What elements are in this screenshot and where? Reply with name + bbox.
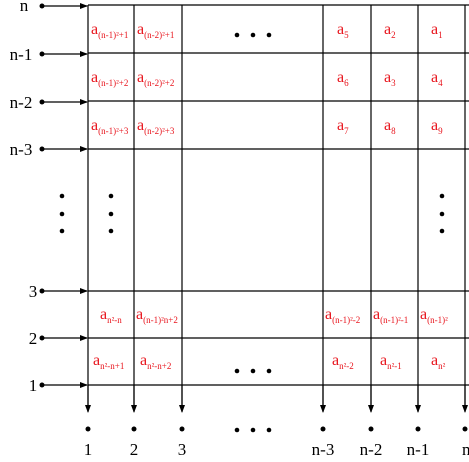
ellipsis-dot [266,427,272,433]
matrix-cell: a(n-2)²+3 [137,117,175,136]
ellipsis-dot [59,193,65,199]
column-label: 3 [178,440,187,459]
column-dot [320,426,326,432]
matrix-cell: an² [431,352,446,371]
matrix-cell: a(n-1)²-1 [373,306,408,325]
column-label: n-3 [312,440,335,459]
row-arrow-dots [39,3,45,388]
column-dot [368,426,374,432]
ellipsis-dots [59,32,445,433]
ellipsis-dot [439,228,445,234]
row-dot [39,382,45,388]
row-labels: n n-1 n-2 n-3 3 2 1 [10,0,38,395]
column-label: 1 [84,440,93,459]
ellipsis-dot [108,228,114,234]
matrix-cell: a6 [337,69,349,88]
grid [87,4,469,405]
matrix-cell: an²-n+2 [140,352,171,371]
matrix-cell: a(n-1)² [420,306,448,325]
ellipsis-dot [266,368,272,374]
ellipsis-dot [234,32,240,38]
matrix-cell: a5 [337,21,349,40]
column-label: 2 [130,440,139,459]
matrix-cell: a(n-1)²+3 [91,117,129,136]
row-label: 2 [29,329,38,348]
top-cells: a(n-1)²+1 a(n-2)²+1 a5 a2 a1 a(n-1)²+2 a… [91,21,443,136]
matrix-cell: a(n-1)²-2 [325,306,360,325]
matrix-cell: a4 [431,69,443,88]
matrix-cell: an²-1 [380,352,402,371]
ellipsis-dot [234,368,240,374]
ellipsis-dot [108,193,114,199]
matrix-cell: a7 [337,117,349,136]
ellipsis-dot [250,32,256,38]
matrix-cell: an²-n+1 [93,352,124,371]
column-dot [462,426,468,432]
matrix-cell: a1 [431,21,443,40]
matrix-cell: a(n-1)²+2 [91,69,128,88]
ellipsis-dot [250,368,256,374]
matrix-cell: a(n-2)²+2 [137,69,174,88]
column-label: n [462,440,469,459]
matrix-cell: a(n-2)²+1 [137,21,174,40]
column-arrow-dots [85,426,468,432]
column-dot [85,426,91,432]
row-dot [39,99,45,105]
ellipsis-dot [439,193,445,199]
row-dot [39,146,45,152]
column-dot [179,426,185,432]
column-label: n-1 [407,440,430,459]
row-dot [39,3,45,9]
row-label: n [20,0,29,15]
column-label: n-2 [360,440,383,459]
ellipsis-dot [266,32,272,38]
row-dot [39,51,45,57]
ellipsis-dot [59,211,65,217]
row-label: 3 [29,282,38,301]
row-label: n-1 [10,45,33,64]
ellipsis-dot [250,427,256,433]
row-label: 1 [29,376,38,395]
matrix-cell: a8 [384,117,396,136]
ellipsis-dot [108,211,114,217]
ellipsis-dot [234,427,240,433]
ellipsis-dot [59,228,65,234]
matrix-cell: a3 [384,69,396,88]
matrix-cell: an²-n [100,306,122,325]
matrix-cell: a(n-1)²n+2 [136,306,178,325]
column-arrows [85,385,468,413]
matrix-cell: an²-2 [332,352,354,371]
column-dot [131,426,137,432]
row-arrows [42,3,88,388]
matrix-cell: a9 [431,117,443,136]
row-dot [39,335,45,341]
matrix-cell: a2 [384,21,396,40]
column-labels: 1 2 3 n-3 n-2 n-1 n [84,440,469,459]
column-dot [415,426,421,432]
bottom-cells: an²-n a(n-1)²n+2 a(n-1)²-2 a(n-1)²-1 a(n… [93,306,448,371]
row-dot [39,288,45,294]
row-label: n-2 [10,93,33,112]
row-label: n-3 [10,140,33,159]
matrix-cell: a(n-1)²+1 [91,21,128,40]
ellipsis-dot [439,211,445,217]
